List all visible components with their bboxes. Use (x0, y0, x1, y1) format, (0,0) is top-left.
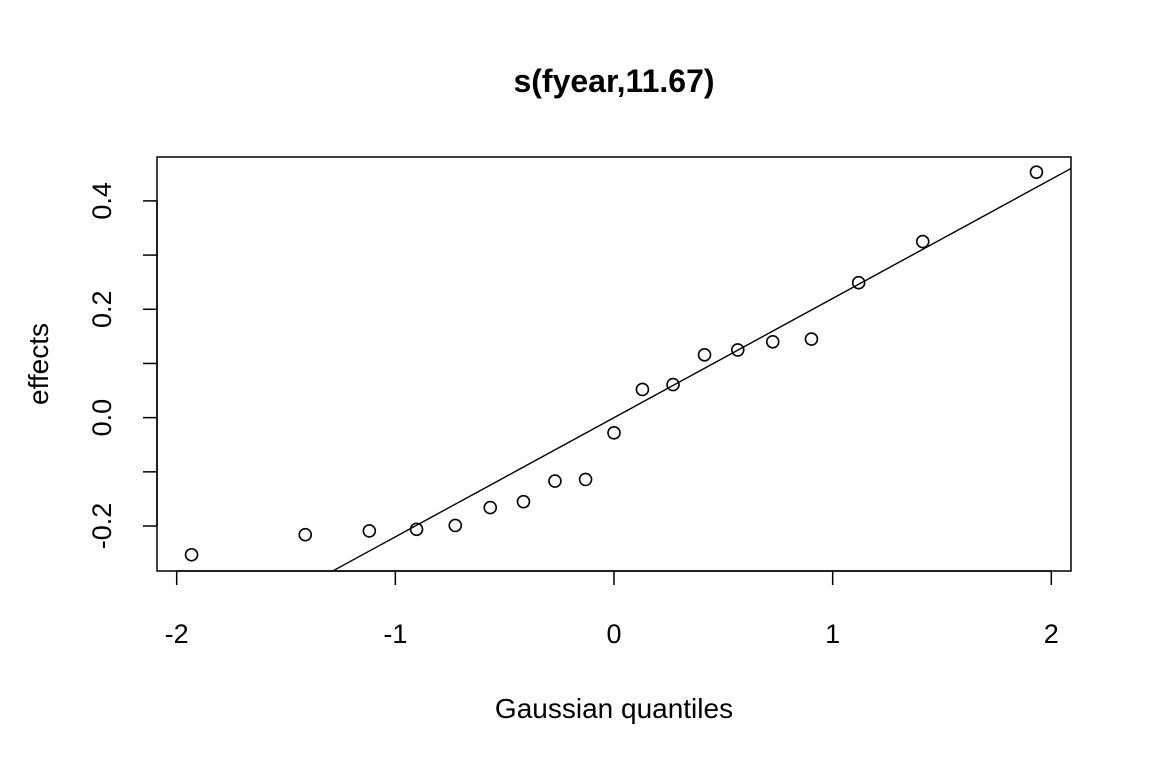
data-point (409, 522, 424, 537)
y-axis-label: effects (23, 323, 54, 405)
plot-frame (156, 156, 1072, 572)
data-point (448, 518, 463, 533)
data-point (915, 234, 930, 249)
x-tick-label: -1 (383, 619, 407, 649)
data-point (851, 275, 866, 290)
data-point (635, 382, 650, 397)
chart-title: s(fyear,11.67) (513, 63, 714, 99)
reference-line (331, 167, 1071, 571)
y-tick-label: -0.2 (87, 503, 117, 550)
x-tick-label: 0 (606, 619, 621, 649)
y-tick-label: 0.2 (87, 290, 117, 328)
data-point (483, 500, 498, 515)
data-point (730, 343, 745, 357)
data-point (298, 527, 313, 542)
x-tick-label: 2 (1044, 619, 1059, 649)
x-axis: -2 -1 0 1 2 (165, 570, 1059, 649)
x-tick-label: -2 (165, 619, 189, 649)
data-point (184, 547, 199, 562)
x-axis-label: Gaussian quantiles (495, 693, 733, 724)
y-axis: -0.2 0.0 0.2 0.4 (87, 182, 158, 550)
x-tick-label: 1 (825, 619, 840, 649)
data-point (765, 334, 780, 349)
data-point (578, 472, 593, 487)
data-point (697, 347, 712, 362)
data-point (1029, 165, 1044, 179)
plot-area (184, 165, 1071, 571)
data-point (666, 377, 680, 392)
data-point (516, 494, 531, 509)
data-point (804, 332, 819, 346)
data-point (607, 426, 621, 440)
y-tick-label: 0.4 (87, 182, 117, 220)
data-point (362, 524, 377, 538)
y-tick-label: 0.0 (87, 399, 117, 437)
data-point (548, 474, 562, 488)
